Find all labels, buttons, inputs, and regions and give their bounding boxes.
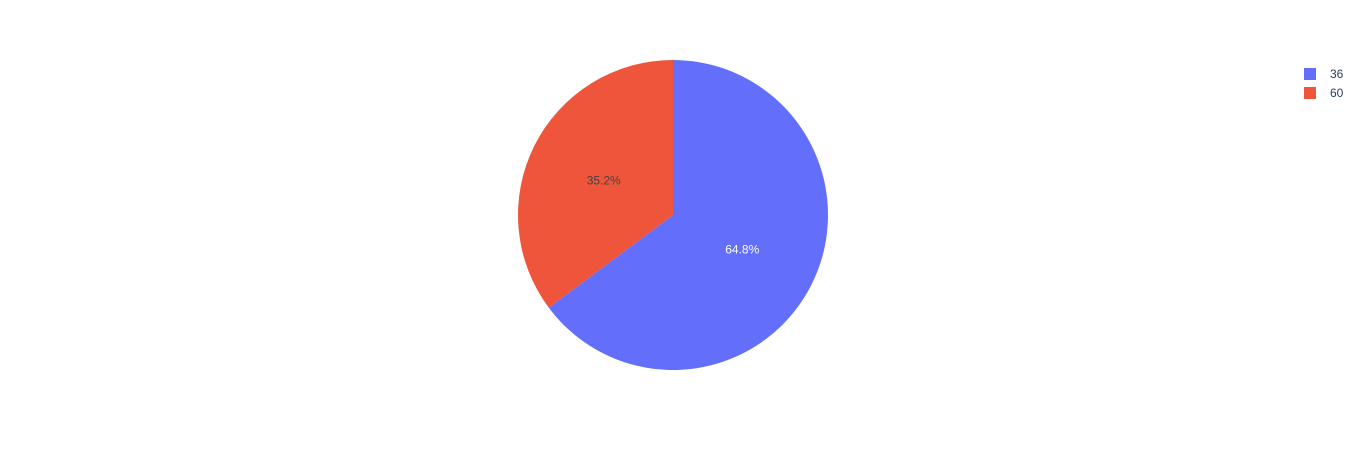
legend-swatch-60 — [1304, 86, 1316, 99]
legend-item-36[interactable]: 36 — [1300, 64, 1343, 83]
pie-slice-36[interactable] — [548, 60, 828, 370]
pie-slice-labels: 64.8% 35.2% — [587, 173, 760, 256]
legend-label-36: 36 — [1330, 66, 1344, 81]
legend-label-60: 60 — [1330, 85, 1344, 100]
legend-swatch-36 — [1304, 67, 1316, 80]
pie-slice-label-60: 35.2% — [587, 173, 621, 187]
pie-slice-60[interactable] — [518, 60, 673, 308]
legend: 36 60 — [1300, 64, 1343, 102]
legend-item-60[interactable]: 60 — [1300, 83, 1343, 102]
pie-slice-label-36: 64.8% — [725, 243, 759, 257]
pie-slices — [518, 60, 828, 370]
